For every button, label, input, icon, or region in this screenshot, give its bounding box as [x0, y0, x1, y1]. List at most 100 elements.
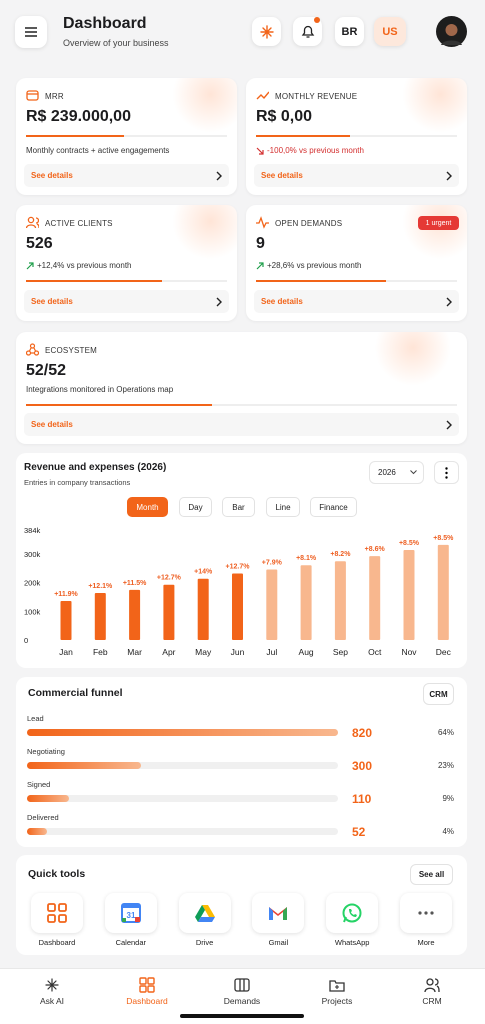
- quick-tools-title: Quick tools: [28, 868, 86, 880]
- chart-title: Revenue and expenses (2026): [24, 462, 167, 473]
- funnel-title: Commercial funnel: [28, 687, 123, 699]
- card-note: -100,0% vs previous month: [267, 146, 364, 155]
- chart-tab[interactable]: Finance: [310, 497, 357, 517]
- x-tick-label: Sep: [333, 647, 348, 657]
- see-details[interactable]: See details: [24, 164, 229, 187]
- year-label: 2026: [378, 468, 396, 477]
- card-note: Monthly contracts + active engagements: [26, 146, 170, 155]
- y-tick-label: 0: [24, 636, 28, 645]
- bar: [60, 601, 72, 640]
- tool-label: Calendar: [115, 938, 147, 947]
- x-tick-label: Jul: [266, 647, 277, 657]
- stage-label: Delivered: [27, 813, 59, 822]
- tool-tile[interactable]: [326, 893, 379, 933]
- nav-item[interactable]: Ask AI: [12, 972, 92, 1008]
- x-tick-label: Nov: [401, 647, 417, 657]
- progress-track: [256, 135, 457, 137]
- card-icon: [26, 216, 39, 229]
- nav-icon: [45, 978, 59, 992]
- card-value: R$ 239.000,00: [26, 108, 131, 125]
- card-value: R$ 0,00: [256, 108, 313, 125]
- sparkle-icon: [259, 24, 274, 39]
- chart-tab[interactable]: Bar: [222, 497, 255, 517]
- card-note: Integrations monitored in Operations map: [26, 385, 174, 394]
- chart-tab[interactable]: Line: [266, 497, 300, 517]
- chart-tab[interactable]: Month: [127, 497, 168, 517]
- svg-text:31: 31: [126, 911, 135, 920]
- bar: [437, 544, 449, 640]
- stage-share: 23%: [437, 761, 454, 770]
- growth-label: +11.5%: [123, 580, 147, 587]
- nav-icon: [329, 980, 345, 992]
- stage-track: [27, 795, 338, 802]
- avatar[interactable]: [436, 16, 467, 47]
- x-tick-label: Jun: [231, 647, 245, 657]
- progress-fill: [26, 404, 212, 406]
- kpi-card: ACTIVE CLIENTS 526 +12,4% vs previous mont…: [16, 205, 237, 321]
- see-all-button[interactable]: See all: [410, 864, 453, 885]
- card-icon: [256, 91, 269, 100]
- stage-value: 52: [352, 825, 366, 839]
- see-details-label: See details: [31, 420, 73, 429]
- dropdown-chevron: [410, 470, 417, 475]
- bar: [197, 578, 209, 640]
- x-tick-label: Apr: [162, 647, 175, 657]
- x-tick-label: May: [195, 647, 212, 657]
- nav-item[interactable]: CRM: [392, 972, 472, 1008]
- more-button[interactable]: [434, 461, 459, 484]
- nav-item[interactable]: Projects: [297, 972, 377, 1008]
- nav-label: Demands: [223, 996, 261, 1006]
- kpi-card: MONTHLY REVENUE R$ 0,00 -100,0% vs previou…: [246, 78, 467, 195]
- stage-share: 9%: [442, 794, 454, 803]
- kpi-card: OPEN DEMANDS 9 1 urgent +28,6% vs previous …: [246, 205, 467, 321]
- stage-share: 4%: [442, 827, 454, 836]
- see-details-label: See details: [31, 297, 73, 306]
- year-select[interactable]: 2026: [369, 461, 424, 484]
- see-details[interactable]: See details: [254, 164, 459, 187]
- bar: [403, 550, 415, 640]
- chart-tab[interactable]: Day: [179, 497, 212, 517]
- tool-tile[interactable]: [31, 893, 83, 933]
- see-details[interactable]: See details: [24, 413, 459, 436]
- y-tick-label: 384k: [24, 526, 41, 535]
- language-button[interactable]: BR: [335, 17, 364, 46]
- bell-icon: [301, 25, 314, 38]
- tool-icon: [342, 903, 362, 923]
- stage-bar: [27, 762, 141, 769]
- crm-button[interactable]: CRM: [423, 683, 454, 705]
- tool-tile[interactable]: [252, 893, 305, 933]
- see-details[interactable]: See details: [24, 290, 229, 313]
- menu-button[interactable]: [15, 16, 47, 48]
- stage-track: [27, 828, 338, 835]
- growth-label: +8.2%: [330, 551, 351, 558]
- card-value: 52/52: [26, 362, 67, 379]
- growth-label: +8.1%: [296, 555, 317, 562]
- growth-label: +14%: [194, 569, 213, 576]
- progress-fill: [26, 280, 162, 282]
- card-value: 526: [26, 235, 53, 252]
- stage-value: 300: [352, 759, 373, 773]
- bar: [94, 593, 106, 640]
- growth-label: +8.6%: [365, 546, 386, 553]
- see-details[interactable]: See details: [254, 290, 459, 313]
- language-button[interactable]: US: [374, 17, 406, 46]
- tool-tile[interactable]: [400, 893, 452, 933]
- stage-label: Lead: [27, 714, 44, 723]
- trend-arrow: [256, 147, 264, 155]
- menu-icon: [25, 27, 37, 37]
- tool-icon: [194, 905, 215, 922]
- progress-track: [26, 404, 457, 406]
- tool-tile[interactable]: 31: [104, 893, 157, 933]
- nav-item[interactable]: Demands: [202, 972, 282, 1008]
- bar: [300, 565, 312, 640]
- ai-button[interactable]: [252, 17, 281, 46]
- x-tick-label: Feb: [93, 647, 108, 657]
- tool-icon: [418, 911, 434, 915]
- quick-tools-card: Quick tools See all Dashboard 31 Calendar Dri…: [16, 855, 467, 955]
- stage-bar: [27, 828, 47, 835]
- x-tick-label: Jan: [59, 647, 73, 657]
- chevron: [216, 297, 222, 307]
- tool-tile[interactable]: [178, 893, 231, 933]
- card-label: MONTHLY REVENUE: [275, 92, 358, 101]
- nav-item[interactable]: Dashboard: [107, 972, 187, 1008]
